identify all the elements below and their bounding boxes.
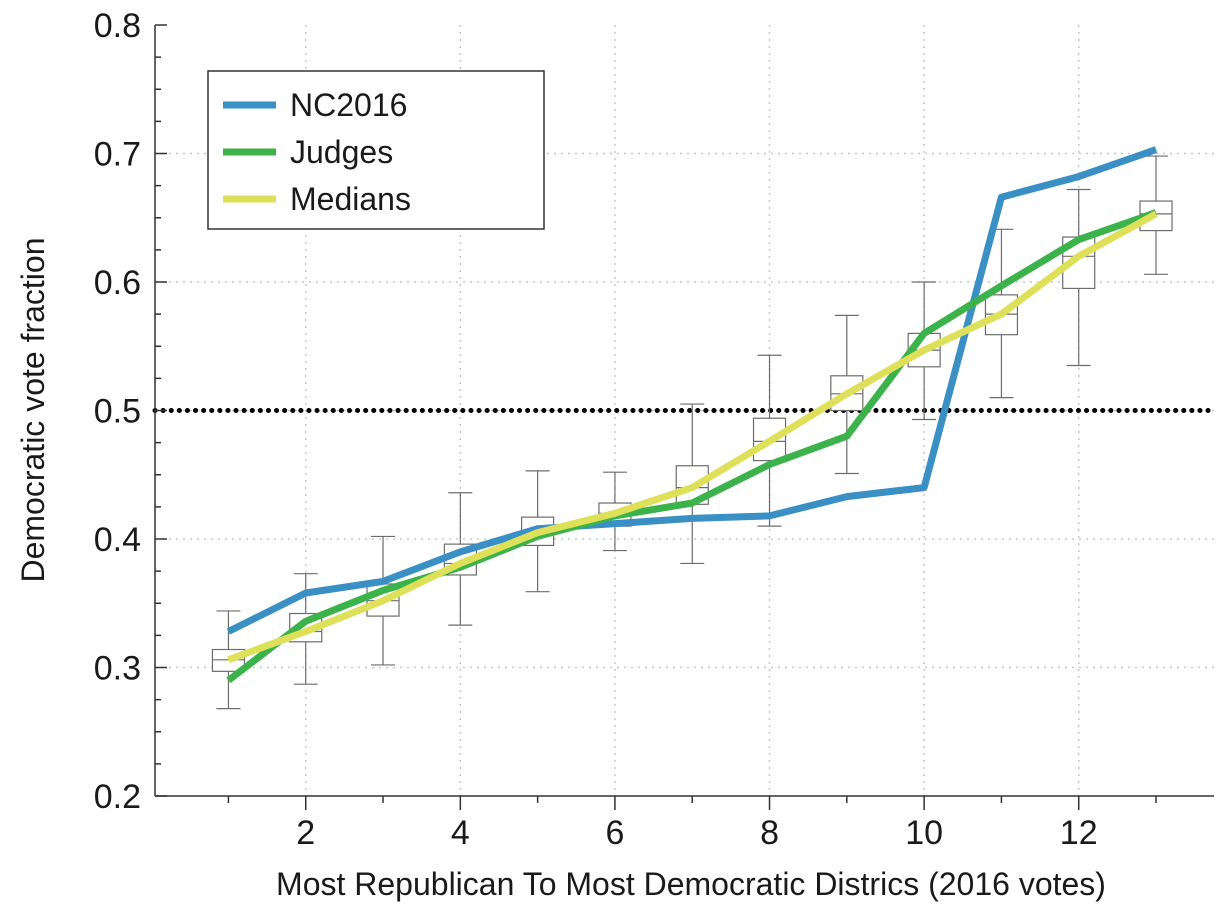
legend-label-judges: Judges [290, 134, 393, 170]
y-tick-label: 0.3 [94, 650, 141, 688]
boxplots [212, 156, 1172, 709]
y-tick-label: 0.6 [94, 264, 141, 302]
x-tick-label: 2 [296, 814, 315, 852]
legend: NC2016 Judges Medians [208, 71, 544, 229]
legend-label-nc2016: NC2016 [290, 87, 407, 123]
boxplot-district-12 [1063, 189, 1095, 365]
legend-label-medians: Medians [290, 181, 411, 217]
y-tick-label: 0.2 [94, 778, 141, 816]
x-tick-label: 6 [605, 814, 624, 852]
y-tick-label: 0.7 [94, 136, 141, 174]
y-tick-label: 0.4 [94, 521, 141, 559]
x-axis-label: Most Republican To Most Democratic Distr… [276, 866, 1106, 902]
x-tick-label: 12 [1060, 814, 1098, 852]
y-tick-label: 0.8 [94, 7, 141, 45]
x-tick-label: 4 [451, 814, 470, 852]
y-tick-label: 0.5 [94, 393, 141, 431]
y-axis-label: Democratic vote fraction [15, 237, 51, 582]
x-tick-label: 8 [760, 814, 779, 852]
x-tick-label: 10 [905, 814, 943, 852]
